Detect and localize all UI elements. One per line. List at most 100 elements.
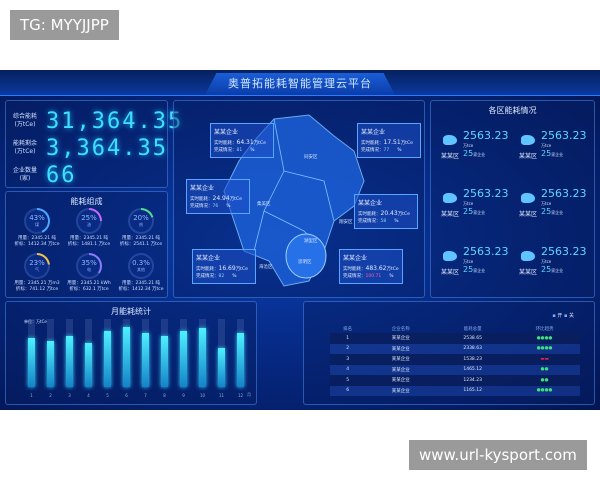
region-value: 2563.23	[541, 129, 587, 142]
donut-ring: 35% 电	[76, 253, 102, 279]
region-map-icon	[521, 251, 535, 261]
realtime-label: 实时能耗：	[196, 267, 219, 272]
kpi-label: 综合能耗 (万tCe)	[12, 113, 37, 128]
done-value: 76	[212, 204, 219, 209]
region-map-icon	[443, 193, 457, 203]
x-tick-label: 10	[199, 393, 206, 398]
card-realtime-row: 实时能耗：483.62万tCe	[343, 265, 399, 273]
table-row: 3 某某企业 1538.23 ▬▬	[330, 354, 580, 365]
donut-ring: 20% 热	[128, 208, 154, 234]
name-cell: 某某企业	[365, 385, 437, 396]
region-count-value: 25	[541, 149, 552, 158]
region-name: 某某区	[441, 269, 460, 276]
x-tick-label: 5	[106, 393, 109, 398]
region-value: 2563.23	[463, 245, 509, 258]
bar-fill-month-11	[218, 347, 225, 387]
card-realtime-row: 实时能耗：16.69万tCe	[196, 265, 252, 273]
x-axis-unit: 月	[247, 392, 251, 397]
legend-off: 关	[568, 313, 574, 319]
trend-cell: ●●●●	[509, 385, 580, 396]
dashboard-image: 奥普拓能耗智能管理云平台 综合能耗 (万tCe) 31,364.35 能耗剩余 (万…	[0, 70, 600, 410]
done-pct: %	[397, 148, 402, 153]
donut-usage: 用量：2345.21 吨	[121, 236, 161, 241]
region-unit: 万tce	[463, 259, 474, 264]
header-rank: 排名	[343, 326, 353, 332]
bar-track	[28, 319, 35, 387]
header-trend: 环比趋势	[535, 326, 554, 332]
donut-item: 20% 热用量：2345.21 吨折标：2541.1 万tce	[116, 208, 166, 248]
done-pct: %	[389, 274, 394, 279]
done-value: 58	[380, 219, 387, 224]
region-count: 25家企业	[463, 265, 485, 274]
region-count-unit: 家企业	[551, 210, 564, 215]
realtime-label: 实时能耗：	[214, 141, 237, 146]
region-unit: 万tce	[463, 143, 474, 148]
card-done-row: 完成情况：76%	[190, 203, 246, 210]
done-value: 81	[236, 148, 243, 153]
total-cell: 2338.63	[436, 343, 510, 354]
card-name: 某某企业	[196, 255, 221, 262]
done-pct: %	[226, 204, 231, 209]
total-cell: 2538.65	[436, 333, 510, 344]
donut-center: 35% 电	[78, 255, 100, 277]
bar-track	[180, 319, 187, 387]
donut-usage: 用量：2345.21 kWh	[67, 281, 111, 286]
realtime-label: 实时能耗：	[190, 197, 213, 202]
legend-on-icon: ▪	[552, 313, 556, 319]
bar-fill-month-12	[237, 332, 244, 387]
kpi-value: 31,364.35	[46, 109, 184, 134]
donut-center: 20% 热	[130, 210, 152, 232]
composition-title: 能耗组成	[70, 197, 103, 206]
bar-track	[85, 319, 92, 387]
trend-cell: ●●	[509, 375, 580, 386]
bar-track	[47, 319, 54, 387]
bar-track	[161, 319, 168, 387]
card-done-row: 完成情况：82%	[196, 273, 252, 280]
district-label: 同安区	[304, 155, 318, 160]
region-value: 2563.23	[541, 245, 587, 258]
region-map-icon	[443, 251, 457, 261]
x-tick-label: 8	[163, 393, 166, 398]
region-count-value: 25	[463, 149, 474, 158]
region-item: 2563.23 万tce 某某区 25家企业	[519, 187, 594, 227]
donut-std: 折标：2541.1 万tce	[119, 242, 163, 247]
bar-track	[142, 319, 149, 387]
realtime-label: 实时能耗：	[361, 141, 384, 146]
rank-cell: 1	[330, 333, 366, 344]
total-cell: 1538.23	[436, 354, 510, 365]
enterprise-card: 某某企业实时能耗：16.69万tCe 完成情况：82%	[192, 249, 256, 284]
bar-track	[104, 319, 111, 387]
unit-label: 单位：万tCe	[24, 319, 47, 324]
trend-cell: ●●●●	[509, 333, 580, 344]
bar-fill-month-9	[180, 330, 187, 387]
done-pct: %	[232, 274, 237, 279]
region-count-value: 25	[463, 265, 474, 274]
region-count: 25家企业	[541, 265, 563, 274]
donut-usage: 用量：2345.21 吨	[121, 281, 161, 286]
kpi-panel: 综合能耗 (万tCe) 31,364.35 能耗剩余 (万tCe) 3,364.35 企…	[5, 100, 181, 188]
region-item: 2563.23 万tce 某某区 25家企业	[441, 245, 516, 285]
realtime-unit: 万tCe	[386, 267, 399, 272]
region-unit: 万tce	[463, 201, 474, 206]
region-name: 某某区	[441, 211, 460, 218]
x-tick-label: 9	[182, 393, 185, 398]
realtime-label: 实时能耗：	[358, 212, 381, 217]
donut-item: 43% 煤用量：2345.21 吨折标：1412.34 万tce	[12, 208, 62, 248]
donut-item: 23% 气用量：2345.21 万m3 折标：741.12 万tce	[12, 253, 62, 293]
region-map-icon	[443, 135, 457, 145]
name-cell: 某某企业	[365, 333, 437, 344]
kpi-value: 3,364.35	[46, 136, 168, 161]
name-cell: 某某企业	[365, 375, 437, 386]
done-label: 完成情况：	[190, 204, 213, 209]
region-count: 25家企业	[463, 207, 485, 216]
table-row: 4 某某企业 1465.12 ●●	[330, 364, 580, 375]
realtime-value: 64.31	[236, 139, 254, 146]
trend-cell: ●●●●	[509, 343, 580, 354]
bar-fill-month-4	[85, 343, 92, 387]
enterprise-card: 某某企业 实时能耗：64.31万tCe 完成情况：81%	[210, 123, 274, 158]
region-item: 2563.23 万tce 某某区 25家企业	[519, 245, 594, 285]
enterprise-card: 某某企业 实时能耗：20.43万tCe 完成情况：58%	[354, 194, 418, 229]
card-realtime-row: 实时能耗：24.94万tCe	[190, 195, 246, 203]
monthly-title: 月能耗统计	[111, 307, 151, 316]
region-count-value: 25	[541, 265, 552, 274]
